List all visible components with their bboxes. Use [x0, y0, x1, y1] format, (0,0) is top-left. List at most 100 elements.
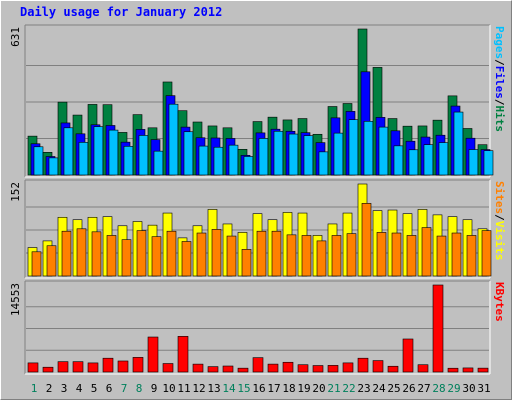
legend-separator: / [493, 99, 506, 106]
bar-kbytes-day-30 [462, 367, 474, 373]
panel-max-label: 14553 [9, 283, 22, 316]
chart-title: Daily usage for January 2012 [20, 5, 223, 19]
bar-sites-day-17 [271, 230, 282, 277]
bar-pages-day-25 [393, 145, 404, 176]
bar-kbytes-day-26 [402, 338, 414, 373]
bar-sites-day-16 [256, 230, 267, 277]
x-tick-label-day-10: 10 [162, 382, 175, 395]
bar-pages-day-15 [243, 156, 254, 176]
panel-max-label: 631 [9, 27, 22, 47]
bar-kbytes-day-24 [372, 360, 384, 373]
bar-sites-day-21 [331, 235, 342, 277]
x-tick-label-day-15: 15 [237, 382, 250, 395]
bar-pages-day-23 [363, 121, 374, 176]
x-tick-label-day-3: 3 [61, 382, 68, 395]
bar-kbytes-day-18 [282, 361, 294, 373]
x-tick-label-day-29: 29 [447, 382, 460, 395]
x-tick-label-day-28: 28 [432, 382, 445, 395]
bar-sites-day-29 [451, 232, 462, 277]
bar-sites-day-14 [226, 235, 237, 277]
bar-kbytes-day-14 [222, 365, 234, 373]
x-tick-label-day-17: 17 [267, 382, 280, 395]
panel-legend: Pages/Files/Hits [493, 26, 506, 132]
bar-sites-day-28 [436, 235, 447, 277]
legend-separator: / [493, 59, 506, 66]
bar-pages-day-8 [138, 135, 149, 176]
legend-sites: Sites [493, 181, 506, 214]
bar-sites-day-31 [481, 230, 492, 277]
bar-kbytes-day-31 [477, 367, 489, 373]
bar-sites-day-1 [31, 251, 42, 277]
legend-visits: Visits [493, 221, 506, 261]
bar-pages-day-10 [168, 103, 179, 176]
bar-kbytes-day-13 [207, 366, 219, 373]
x-tick-label-day-24: 24 [372, 382, 386, 395]
bar-kbytes-day-10 [162, 363, 174, 373]
bar-kbytes-day-16 [252, 357, 264, 373]
panel-legend: KBytes [493, 282, 506, 322]
bar-kbytes-day-3 [57, 361, 69, 373]
x-tick-label-day-31: 31 [477, 382, 490, 395]
legend-hits: Hits [493, 106, 506, 133]
bar-kbytes-day-12 [192, 363, 204, 373]
bar-sites-day-3 [61, 230, 72, 277]
bar-pages-day-31 [483, 150, 494, 176]
x-tick-label-day-1: 1 [31, 382, 38, 395]
bar-sites-day-24 [376, 232, 387, 277]
x-tick-label-day-14: 14 [222, 382, 236, 395]
bar-kbytes-day-1 [27, 362, 39, 373]
panel-legend: Sites/Visits [493, 181, 506, 261]
bar-kbytes-day-4 [72, 361, 84, 373]
x-tick-label-day-2: 2 [46, 382, 53, 395]
bar-sites-day-11 [181, 241, 192, 277]
x-tick-label-day-5: 5 [91, 382, 98, 395]
bar-kbytes-day-15 [237, 367, 249, 373]
bar-pages-day-12 [198, 145, 209, 176]
x-tick-label-day-12: 12 [192, 382, 205, 395]
x-tick-label-day-25: 25 [387, 382, 400, 395]
bar-pages-day-22 [348, 119, 359, 176]
bar-pages-day-7 [123, 146, 134, 176]
bar-pages-day-11 [183, 131, 194, 176]
bar-pages-day-1 [33, 146, 44, 176]
x-tick-label-day-4: 4 [76, 382, 83, 395]
bar-pages-day-16 [258, 138, 269, 176]
bar-kbytes-day-17 [267, 363, 279, 373]
bar-pages-day-26 [408, 149, 419, 176]
bar-pages-day-3 [63, 127, 74, 176]
bar-kbytes-day-11 [177, 336, 189, 373]
bar-sites-day-5 [91, 231, 102, 277]
bar-sites-day-22 [346, 233, 357, 277]
bar-sites-day-7 [121, 239, 132, 277]
x-tick-label-day-26: 26 [402, 382, 415, 395]
bar-sites-day-6 [106, 235, 117, 277]
bar-pages-day-30 [468, 149, 479, 176]
bar-kbytes-day-29 [447, 367, 459, 373]
bar-sites-day-27 [421, 227, 432, 277]
bar-kbytes-day-28 [432, 284, 444, 373]
bar-pages-day-6 [108, 129, 119, 176]
bar-pages-day-24 [378, 126, 389, 176]
bar-kbytes-day-6 [102, 357, 114, 373]
bar-pages-day-13 [213, 146, 224, 176]
x-tick-label-day-21: 21 [327, 382, 340, 395]
bar-pages-day-28 [438, 142, 449, 176]
bar-pages-day-18 [288, 133, 299, 176]
bar-pages-day-9 [153, 150, 164, 176]
bar-kbytes-day-21 [327, 365, 339, 373]
x-tick-label-day-22: 22 [342, 382, 355, 395]
bar-pages-day-17 [273, 130, 284, 176]
bar-kbytes-day-19 [297, 364, 309, 373]
x-tick-label-day-19: 19 [297, 382, 310, 395]
bar-kbytes-day-25 [387, 365, 399, 373]
bar-sites-day-15 [241, 249, 252, 277]
bar-sites-day-30 [466, 235, 477, 277]
x-tick-label-day-27: 27 [417, 382, 430, 395]
bar-sites-day-20 [316, 240, 327, 277]
bar-sites-day-10 [166, 230, 177, 277]
x-tick-label-day-7: 7 [121, 382, 128, 395]
x-tick-label-day-9: 9 [151, 382, 158, 395]
x-tick-label-day-6: 6 [106, 382, 113, 395]
x-tick-label-day-11: 11 [177, 382, 190, 395]
legend-kbytes: KBytes [493, 282, 506, 322]
